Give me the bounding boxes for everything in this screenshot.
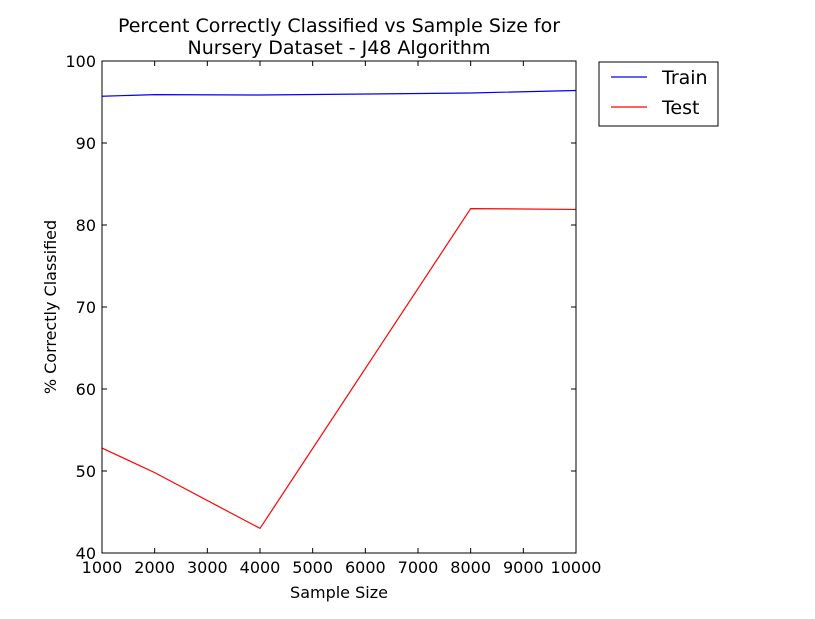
- x-tick-label: 1000: [82, 558, 123, 577]
- chart-title-line2: Nursery Dataset - J48 Algorithm: [188, 37, 491, 59]
- y-tick-label: 90: [76, 134, 96, 153]
- x-tick-label: 3000: [187, 558, 228, 577]
- x-tick-label: 2000: [134, 558, 175, 577]
- plot-area: 1000 2000 3000 4000 5000 6000 7000 8000 9000 1000…: [65, 52, 601, 577]
- x-tick-label: 9000: [503, 558, 544, 577]
- y-tick-label: 80: [76, 216, 96, 235]
- y-tick-label: 100: [65, 52, 96, 71]
- y-tick-label: 40: [76, 544, 96, 563]
- legend: Train Test: [598, 61, 719, 127]
- x-tick-label: 8000: [450, 558, 491, 577]
- legend-label-train: Train: [661, 67, 708, 89]
- series-line-train: [101, 89, 577, 97]
- y-tick-label: 50: [76, 462, 96, 481]
- x-tick-label: 5000: [292, 558, 333, 577]
- series-line-test: [101, 207, 577, 530]
- chart-title-line1: Percent Correctly Classified vs Sample S…: [118, 15, 560, 37]
- y-tick-label: 70: [76, 298, 96, 317]
- x-tick-label: 7000: [398, 558, 439, 577]
- x-tick-label: 4000: [240, 558, 281, 577]
- legend-label-test: Test: [661, 97, 699, 119]
- x-tick-label: 10000: [551, 558, 602, 577]
- x-tick-label: 6000: [345, 558, 386, 577]
- y-axis-label: % Correctly Classified: [41, 220, 60, 394]
- plot-frame: [101, 60, 577, 554]
- x-axis-label: Sample Size: [290, 583, 388, 602]
- y-tick-label: 60: [76, 380, 96, 399]
- legend-frame: [598, 61, 719, 127]
